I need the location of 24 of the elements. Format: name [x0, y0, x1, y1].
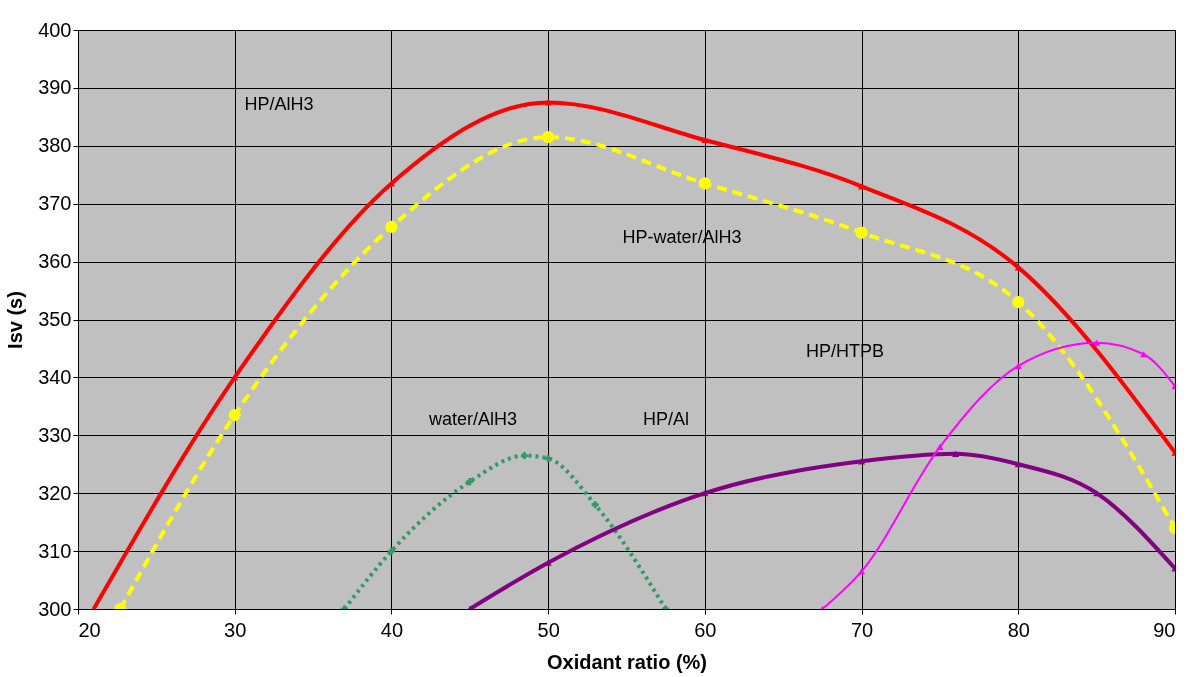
y-tick-label: 330 [38, 423, 72, 446]
annotation: water/AlH3 [427, 409, 518, 429]
y-tick-label: 360 [38, 250, 72, 273]
x-tick-label: 20 [78, 618, 101, 641]
x-axis-title: Oxidant ratio (%) [546, 650, 708, 673]
y-tick-label: 320 [38, 481, 72, 504]
x-tick-label: 50 [537, 618, 560, 641]
annotation: HP/Al [642, 409, 690, 429]
y-axis-title: Isv (s) [4, 291, 27, 349]
y-tick-label: 300 [38, 597, 72, 620]
x-tick-label: 60 [694, 618, 717, 641]
y-tick-label: 380 [38, 134, 72, 157]
y-tick-label: 340 [38, 365, 72, 388]
annotation: HP/AlH3 [244, 94, 314, 114]
x-tick-label: 80 [1007, 618, 1030, 641]
y-tick-label: 350 [38, 308, 72, 330]
x-tick-label: 40 [380, 618, 404, 641]
y-tick-label: 400 [38, 18, 72, 41]
y-tick-label: 310 [38, 539, 72, 562]
y-tick-label: 370 [38, 192, 72, 215]
y-tick-label: 390 [38, 76, 72, 99]
x-tick-label: 30 [224, 618, 247, 641]
x-tick-label: 90 [1153, 618, 1176, 641]
x-tick-label: 70 [850, 618, 874, 641]
